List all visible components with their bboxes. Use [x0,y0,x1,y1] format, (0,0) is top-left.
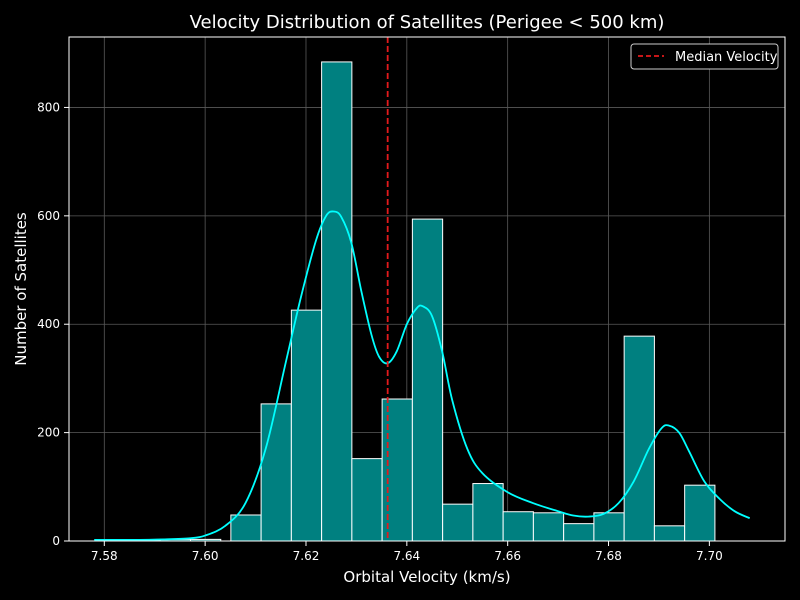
x-tick-label-2: 7.62 [293,549,320,563]
chart-title: Velocity Distribution of Satellites (Per… [190,12,665,33]
x-tick-label-1: 7.60 [192,549,219,563]
x-tick-label-6: 7.70 [696,549,723,563]
histogram-bar-14 [532,512,565,542]
histogram-bar-13 [502,511,534,542]
plot-frame [68,36,786,542]
histogram-bar-17 [623,335,655,542]
x-tick-label-5: 7.68 [595,549,622,563]
x-axis-ticks: 7.58 7.60 7.62 7.64 7.66 7.68 7.70 [91,541,723,563]
kde-curve [94,210,751,541]
legend: Median Velocity [630,43,779,70]
x-grid-lines [103,37,710,541]
legend-box [630,43,779,70]
legend-median-label: Median Velocity [675,50,778,65]
y-tick-label-3: 600 [37,209,60,223]
histogram-bar-12 [472,483,504,542]
histogram-bar-10 [411,218,444,542]
histogram-bar-7 [321,61,353,542]
x-axis-label: Orbital Velocity (km/s) [343,568,510,586]
histogram-bar-19 [684,484,716,542]
histogram-bar-4 [230,514,262,542]
y-tick-label-1: 200 [37,426,60,440]
y-axis-label: Number of Satellites [12,212,30,366]
y-tick-label-0: 0 [52,534,60,548]
histogram-bar-5 [260,403,292,542]
histogram-bar-11 [442,503,474,542]
histogram-bar-15 [563,523,595,542]
y-tick-label-4: 800 [37,100,60,114]
x-tick-label-3: 7.64 [393,549,420,563]
x-tick-label-4: 7.66 [494,549,521,563]
histogram-bar-9 [381,398,413,542]
y-tick-label-2: 400 [37,317,60,331]
histogram-bar-6 [290,309,323,542]
x-tick-label-0: 7.58 [91,549,118,563]
y-axis-ticks: 0 200 400 600 800 [37,100,69,548]
histogram-bar-18 [653,525,686,542]
histogram-bar-16 [593,512,625,542]
histogram-bar-8 [351,458,383,542]
